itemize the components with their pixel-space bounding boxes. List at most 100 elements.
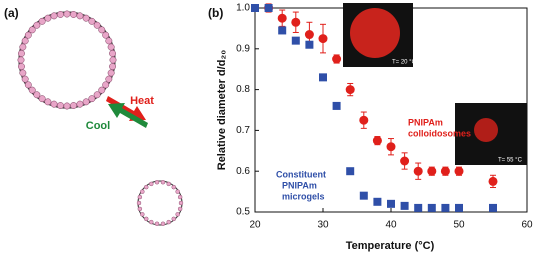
point xyxy=(400,156,410,166)
particle xyxy=(28,26,36,34)
particle xyxy=(82,14,90,22)
particle xyxy=(107,43,115,51)
heat-label: Heat xyxy=(130,95,154,107)
point xyxy=(387,199,395,208)
particle xyxy=(33,21,41,29)
point xyxy=(318,34,328,44)
point xyxy=(359,191,368,200)
particle xyxy=(76,12,84,20)
y-tick-label: 0.6 xyxy=(236,166,250,177)
particle xyxy=(177,194,183,200)
point xyxy=(278,26,287,35)
particle xyxy=(76,100,84,108)
x-tick-label: 40 xyxy=(385,220,397,231)
point xyxy=(291,36,300,45)
y-axis-label: Relative diameter d/d₂₀ xyxy=(216,50,228,171)
particle xyxy=(175,189,180,194)
particle xyxy=(171,216,176,222)
point xyxy=(372,136,382,146)
point xyxy=(346,167,355,176)
point xyxy=(413,166,423,176)
y-tick-label: 0.8 xyxy=(236,84,250,95)
point xyxy=(291,17,301,27)
particle xyxy=(57,102,64,109)
particle xyxy=(98,26,106,34)
particle xyxy=(102,31,110,39)
point xyxy=(319,73,327,82)
legend-label: colloidosomes xyxy=(408,128,471,138)
particle xyxy=(50,100,58,108)
particle xyxy=(38,95,46,103)
particle xyxy=(93,91,101,99)
y-tick-label: 0.9 xyxy=(236,43,250,54)
particle xyxy=(38,17,46,25)
point xyxy=(414,203,423,212)
particle xyxy=(137,194,143,200)
particle xyxy=(63,10,71,18)
point xyxy=(264,4,273,12)
particle xyxy=(154,221,160,226)
particle xyxy=(149,219,154,225)
particle xyxy=(88,95,96,103)
particle xyxy=(140,212,145,217)
particle xyxy=(137,206,143,212)
point xyxy=(455,203,463,212)
particle xyxy=(154,180,160,185)
particle xyxy=(160,180,166,185)
particle xyxy=(175,212,180,217)
particle xyxy=(44,98,52,106)
particle xyxy=(24,81,32,89)
particle xyxy=(50,12,58,20)
particle xyxy=(21,37,29,45)
point xyxy=(440,166,450,176)
particle xyxy=(88,17,96,25)
particle xyxy=(57,11,64,18)
point xyxy=(441,203,450,212)
point xyxy=(304,30,314,40)
particle xyxy=(166,219,171,225)
point xyxy=(400,201,409,210)
cool-label: Cool xyxy=(86,120,110,132)
particle xyxy=(70,102,77,109)
x-tick-label: 50 xyxy=(453,220,465,231)
legend-label: PNIPAm xyxy=(408,117,443,127)
cool-arrow xyxy=(108,103,148,128)
point xyxy=(488,176,498,186)
point xyxy=(277,13,287,23)
particle xyxy=(144,216,149,222)
point xyxy=(332,101,341,110)
particle xyxy=(178,200,184,206)
particle xyxy=(19,43,27,51)
point xyxy=(427,203,436,212)
particle xyxy=(105,37,113,45)
particle xyxy=(82,98,90,106)
particle xyxy=(93,21,101,29)
point xyxy=(305,40,314,49)
heat-arrow xyxy=(106,96,146,121)
point xyxy=(489,203,497,212)
point xyxy=(454,166,464,176)
x-tick-label: 30 xyxy=(317,220,329,231)
particle xyxy=(18,63,25,70)
point xyxy=(386,142,396,152)
particle xyxy=(171,184,176,190)
point xyxy=(359,115,369,125)
panel-label: (b) xyxy=(208,6,223,20)
large-colloidosome xyxy=(18,11,116,109)
particle xyxy=(19,69,27,77)
particle xyxy=(44,14,52,22)
inset-label: T= 20 °C xyxy=(392,60,417,66)
point xyxy=(332,54,342,64)
legend-label: PNIPAm xyxy=(282,180,317,190)
x-tick-label: 60 xyxy=(521,220,533,231)
point xyxy=(251,4,259,12)
particle xyxy=(21,75,29,83)
particle xyxy=(177,206,183,212)
point xyxy=(427,166,437,176)
particle xyxy=(24,31,32,39)
legend-label: microgels xyxy=(282,191,325,201)
particle xyxy=(28,86,36,94)
point xyxy=(373,197,382,206)
inset-particle xyxy=(350,8,400,58)
